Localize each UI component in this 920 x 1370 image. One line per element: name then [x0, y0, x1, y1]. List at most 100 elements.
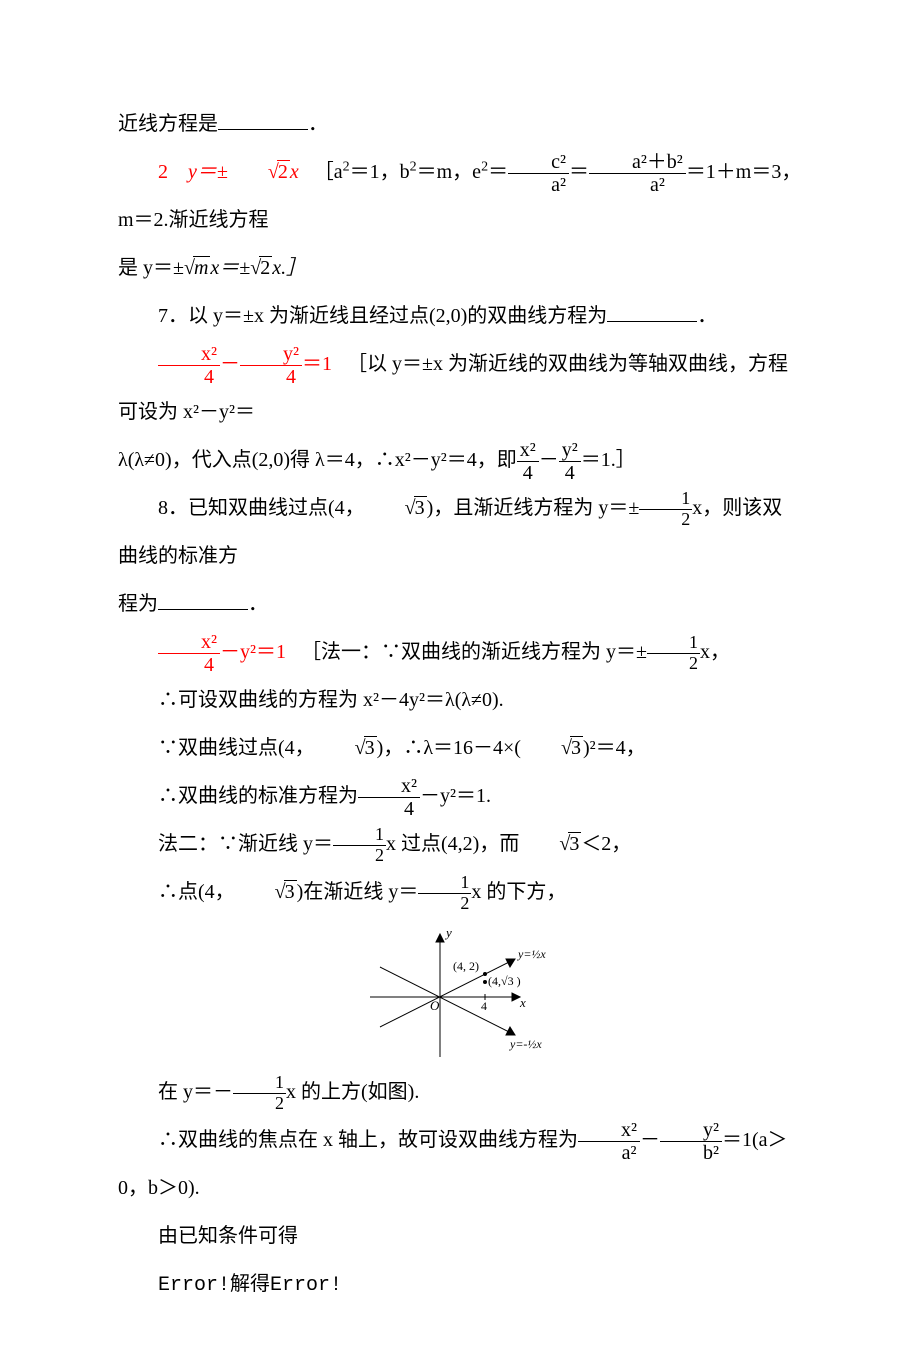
- error-text: Error!解得Error!: [158, 1274, 342, 1297]
- text: ∴双曲线的标准方程为: [158, 785, 358, 807]
- question-8-line2: 程为．: [118, 580, 802, 628]
- text: －: [539, 449, 559, 471]
- text: ［a: [324, 161, 343, 183]
- line2-label: y=-½x: [509, 1037, 542, 1051]
- text: －y²＝1.: [420, 785, 491, 807]
- fraction: y²4: [240, 343, 302, 388]
- text: )，且渐近线方程为 y＝±: [427, 497, 640, 519]
- text: 在 y＝－: [158, 1081, 233, 1103]
- text: x 的上方(如图).: [286, 1081, 419, 1103]
- text: x，: [700, 641, 730, 663]
- text: ＝: [569, 161, 589, 183]
- text: ∵双曲线过点(4，: [158, 737, 315, 759]
- sqrt-icon: 3: [519, 820, 581, 868]
- fraction: x²4: [517, 439, 539, 484]
- text: 由已知条件可得: [158, 1225, 298, 1247]
- text: ＝1，b: [350, 161, 410, 183]
- answer-eq: y＝±: [188, 161, 228, 183]
- sqrt-icon: 2: [250, 244, 272, 292]
- blank: [607, 309, 697, 322]
- sqrt-icon: m: [184, 244, 210, 292]
- fraction: x²4: [158, 631, 220, 676]
- sqrt-icon: 3: [315, 724, 377, 772]
- fraction: a²＋b²a²: [589, 151, 686, 196]
- origin-label: O: [430, 998, 440, 1013]
- fraction: x²a²: [578, 1119, 640, 1164]
- question-7: 7．以 y＝±x 为渐近线且经过点(2,0)的双曲线方程为．: [118, 292, 802, 340]
- answer-6: 2 y＝±2x: [158, 161, 304, 183]
- sqrt-icon: 3: [521, 724, 583, 772]
- text: ＝: [488, 161, 508, 183]
- text: ＝1: [302, 353, 332, 375]
- fraction: 12: [418, 873, 471, 914]
- solution-8-m2-l3: 在 y＝－12x 的上方(如图).: [118, 1068, 802, 1116]
- text: ＝m，e: [417, 161, 481, 183]
- text: ∴点(4，: [158, 881, 235, 903]
- solution-6: 2 y＝±2x ［a2＝1，b2＝m，e2＝c²a²＝a²＋b²a²＝1＋m＝3…: [118, 148, 802, 244]
- line-prev-tail: 近线方程是．: [118, 100, 802, 148]
- fraction: 12: [233, 1073, 286, 1114]
- text: －: [640, 1129, 660, 1151]
- text: －y²＝1: [220, 641, 286, 663]
- text: ∴双曲线的焦点在 x 轴上，故可设双曲线方程为: [158, 1129, 578, 1151]
- text: 近线方程是: [118, 113, 218, 135]
- sqrt-icon: 3: [235, 868, 297, 916]
- pt2-label: (4,√3 ): [488, 974, 521, 988]
- solution-8-m2-l2: ∴点(4，3)在渐近线 y＝12x 的下方，: [118, 868, 802, 916]
- fraction: y²4: [559, 439, 581, 484]
- solution-8-m1: x²4－y²＝1 ［法一：∵双曲线的渐近线方程为 y＝±12x，: [118, 628, 802, 676]
- line1-label: y=½x: [517, 947, 546, 961]
- answer-num: 2: [158, 161, 168, 183]
- solution-8-m1-l4: ∴双曲线的标准方程为x²4－y²＝1.: [118, 772, 802, 820]
- solution-8-m1-l3: ∵双曲线过点(4，3)，∴λ＝16－4×(3)²＝4，: [118, 724, 802, 772]
- text: ＝1.］: [581, 449, 636, 471]
- blank: [218, 117, 308, 130]
- text: x 过点(4,2)，而: [386, 833, 519, 855]
- text: )²＝4，: [583, 737, 646, 759]
- text: x.］: [272, 257, 306, 279]
- answer-7: x²4－y²4＝1: [158, 353, 337, 375]
- text: )，∴λ＝16－4×(: [377, 737, 521, 759]
- fraction: 12: [647, 633, 700, 674]
- text: ∴可设双曲线的方程为 x²－4y²＝λ(λ≠0).: [158, 689, 504, 711]
- text: 8．已知双曲线过点(4，: [158, 497, 365, 519]
- answer-8: x²4－y²＝1: [158, 641, 291, 663]
- tick-label: 4: [481, 999, 487, 1013]
- solution-6-line2: 是 y＝±mx＝±2x.］: [118, 244, 802, 292]
- solution-7: x²4－y²4＝1 ［以 y＝±x 为渐近线的双曲线为等轴双曲线，方程可设为 x…: [118, 340, 802, 436]
- solution-8-m2-l5: 由已知条件可得: [118, 1212, 802, 1260]
- y-axis-label: y: [444, 925, 452, 940]
- text: ［法一：∵双曲线的渐近线方程为 y＝±: [311, 641, 647, 663]
- answer-tail: x: [290, 161, 299, 183]
- sqrt-icon: 3: [365, 484, 427, 532]
- solution-8-m2-l1: 法二：∵渐近线 y＝12x 过点(4,2)，而3＜2，: [118, 820, 802, 868]
- text: ＜2，: [581, 833, 631, 855]
- error-line: Error!解得Error!: [118, 1260, 802, 1310]
- fraction: y²b²: [660, 1119, 722, 1164]
- text: x＝±: [210, 257, 250, 279]
- fraction: 12: [333, 825, 386, 866]
- fraction: x²4: [158, 343, 220, 388]
- fraction: x²4: [358, 775, 420, 820]
- pt1-label: (4, 2): [453, 959, 479, 973]
- text: 是 y＝±: [118, 257, 184, 279]
- sqrt-icon: 2: [228, 148, 290, 196]
- text: 7．以 y＝±x 为渐近线且经过点(2,0)的双曲线方程为: [158, 305, 607, 327]
- blank: [158, 597, 248, 610]
- text: )在渐近线 y＝: [297, 881, 419, 903]
- text: x 的下方，: [471, 881, 566, 903]
- text: 法二：∵渐近线 y＝: [158, 833, 333, 855]
- text: －: [220, 353, 240, 375]
- solution-8-m2-l4: ∴双曲线的焦点在 x 轴上，故可设双曲线方程为x²a²－y²b²＝1(a＞0，b…: [118, 1116, 802, 1212]
- solution-8-m1-l2: ∴可设双曲线的方程为 x²－4y²＝λ(λ≠0).: [118, 676, 802, 724]
- x-axis-label: x: [519, 995, 526, 1010]
- text: λ(λ≠0)，代入点(2,0)得 λ＝4，∴x²－y²＝4，即: [118, 449, 517, 471]
- fraction: 12: [639, 489, 692, 530]
- document-page: 近线方程是． 2 y＝±2x ［a2＝1，b2＝m，e2＝c²a²＝a²＋b²a…: [0, 0, 920, 1370]
- fraction: c²a²: [508, 151, 569, 196]
- coord-diagram: y x O 4 (4, 2) (4,√3 ) y=½x y=-½x: [350, 922, 570, 1062]
- text: 程为: [118, 593, 158, 615]
- solution-7-line2: λ(λ≠0)，代入点(2,0)得 λ＝4，∴x²－y²＝4，即x²4－y²4＝1…: [118, 436, 802, 484]
- diagram-container: y x O 4 (4, 2) (4,√3 ) y=½x y=-½x: [118, 922, 802, 1062]
- question-8: 8．已知双曲线过点(4，3)，且渐近线方程为 y＝±12x，则该双曲线的标准方: [118, 484, 802, 580]
